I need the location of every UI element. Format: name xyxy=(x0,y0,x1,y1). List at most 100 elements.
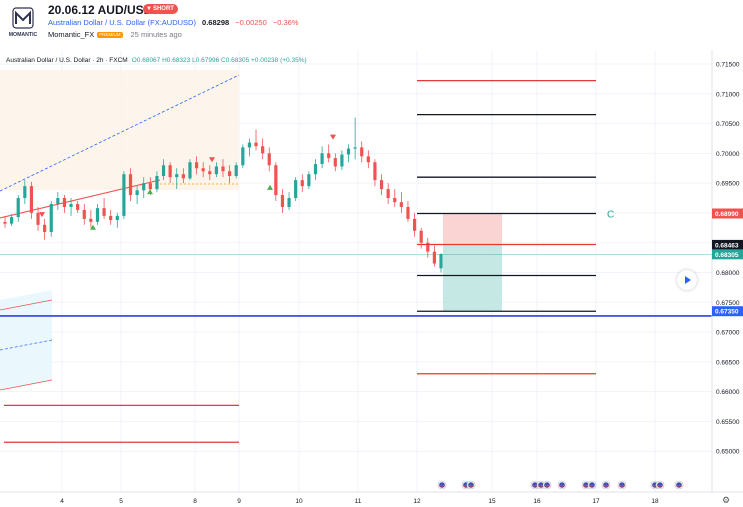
candle-body xyxy=(247,142,252,148)
position-target-zone xyxy=(443,244,502,312)
play-button[interactable] xyxy=(677,270,697,290)
candle-body xyxy=(320,153,324,165)
event-flag-stripe xyxy=(657,485,663,487)
horizontal-levels: C xyxy=(0,80,712,443)
price-label-bg xyxy=(712,208,743,219)
channel-upper xyxy=(0,299,53,311)
event-flag-stripe xyxy=(603,485,609,487)
candle xyxy=(62,195,67,213)
momantic-logo: MOMANTIC xyxy=(9,7,38,38)
channel-fill xyxy=(0,290,52,390)
candle-body xyxy=(161,165,166,176)
event-flag-stripe xyxy=(468,485,474,487)
candle-body xyxy=(280,195,285,207)
author-link[interactable]: Momantic_FX xyxy=(48,30,95,39)
candle-body xyxy=(62,198,67,207)
signal-marker xyxy=(209,157,215,163)
candle xyxy=(16,195,20,222)
legend-ohlc: O0.68067 H0.68323 L0.67996 C0.68305 +0.0… xyxy=(131,57,307,64)
candle-body xyxy=(16,198,20,218)
price-tick-label: 0.65500 xyxy=(716,419,740,426)
candle xyxy=(221,159,225,178)
candle-body xyxy=(287,198,291,207)
event-flag-icon xyxy=(542,480,552,490)
time-tick-label: 12 xyxy=(413,498,421,505)
candle xyxy=(333,153,337,172)
candle xyxy=(208,165,212,181)
candle-body xyxy=(181,174,185,179)
idea-title: 20.06.12 AUD/USD xyxy=(48,3,152,17)
candle-body xyxy=(333,158,337,167)
candle-body xyxy=(221,166,225,172)
candle-body xyxy=(267,153,271,166)
time-tick-label: 16 xyxy=(533,498,541,505)
price-change-pct: −0.36% xyxy=(272,18,299,27)
premium-badge: PREMIUM xyxy=(97,32,123,39)
candle xyxy=(181,168,185,184)
candle-body xyxy=(23,186,27,199)
candle xyxy=(168,162,172,184)
candle-body xyxy=(135,190,139,196)
event-flag-icon xyxy=(530,480,540,490)
candle-body xyxy=(274,165,278,196)
candle xyxy=(82,203,86,225)
candle xyxy=(373,159,377,187)
candle xyxy=(419,227,423,249)
candles xyxy=(3,117,443,273)
candle xyxy=(36,206,40,231)
price-label: 0.68305 xyxy=(715,252,739,259)
event-flag-stripe xyxy=(559,485,565,487)
candle-body xyxy=(142,183,146,191)
time-tick-label: 17 xyxy=(592,498,600,505)
candle-body xyxy=(95,208,100,222)
candle xyxy=(294,177,298,201)
candle xyxy=(3,215,7,228)
event-flag-stripe xyxy=(652,485,658,487)
event-flag-stripe xyxy=(676,485,682,487)
candle-body xyxy=(379,180,384,190)
chart-area[interactable]: C 0.71500 0.71000 0.70500 0.70000 0.69500 0.6… xyxy=(0,50,743,507)
idea-pair: AUD/USD xyxy=(97,3,153,17)
candle xyxy=(194,156,199,175)
candle xyxy=(175,168,179,190)
settings-gear-icon[interactable]: ⚙ xyxy=(722,495,731,505)
price-tick-label: 0.66500 xyxy=(716,359,740,366)
time-tick-label: 10 xyxy=(295,498,303,505)
candle-body xyxy=(109,215,113,221)
candle xyxy=(188,159,192,181)
candle-body xyxy=(234,165,238,176)
event-flag-icon xyxy=(674,480,684,490)
candle xyxy=(313,159,318,181)
candle-body xyxy=(29,186,34,213)
channel-mid xyxy=(0,339,53,351)
candle xyxy=(76,201,80,213)
candle xyxy=(261,138,265,160)
candle-body xyxy=(89,218,93,222)
candle-body xyxy=(168,165,172,178)
candle-body xyxy=(56,198,60,204)
candle xyxy=(89,209,93,228)
candle-body xyxy=(128,174,133,196)
price-label-bg xyxy=(712,249,743,260)
published-time: 25 minutes ago xyxy=(130,30,182,39)
candle xyxy=(102,198,106,219)
candle-body xyxy=(155,175,159,190)
candle-body xyxy=(353,147,357,149)
candle xyxy=(161,159,166,181)
candle xyxy=(300,174,304,193)
time-tick-label: 11 xyxy=(355,498,362,505)
time-tick-label: 9 xyxy=(237,498,241,505)
event-flag-stripe xyxy=(439,485,445,487)
symbol-link[interactable]: Australian Dollar / U.S. Dollar (FX:AUDU… xyxy=(48,18,196,27)
event-flag-icon xyxy=(655,480,665,490)
signal-marker xyxy=(147,189,153,195)
event-flag-stripe xyxy=(544,485,550,487)
candle-body xyxy=(439,254,443,269)
price-chart[interactable]: C 0.71500 0.71000 0.70500 0.70000 0.69500 0.6… xyxy=(0,50,743,507)
short-badge: ▼SHORT xyxy=(143,4,178,14)
candle xyxy=(327,144,331,163)
candle-body xyxy=(102,208,106,216)
time-tick-label: 15 xyxy=(488,498,496,505)
candle-body xyxy=(399,202,403,207)
candle-body xyxy=(10,217,14,224)
